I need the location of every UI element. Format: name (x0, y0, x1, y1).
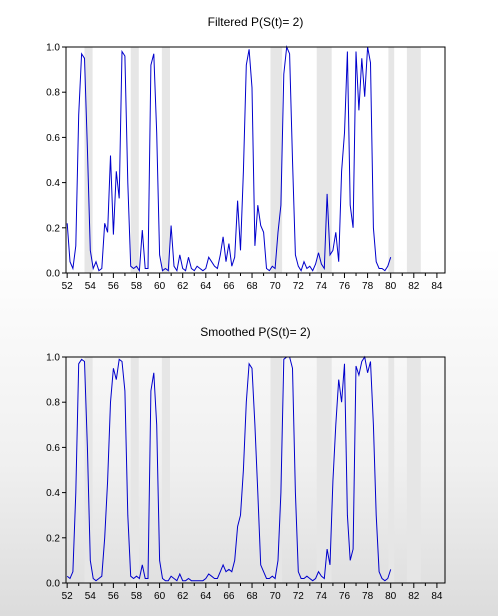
x-tick-label: 70 (270, 281, 282, 292)
shaded-period (388, 47, 395, 273)
x-tick-label: 66 (223, 281, 235, 292)
x-tick-label: 56 (108, 281, 120, 292)
plot-frame (65, 356, 446, 584)
x-tick-label: 70 (270, 591, 282, 602)
x-tick-label: 72 (293, 281, 305, 292)
shaded-period (270, 47, 283, 273)
x-tick-label: 56 (108, 591, 120, 602)
y-tick-label: 0.2 (46, 533, 60, 544)
x-tick-label: 62 (177, 281, 189, 292)
x-tick-label: 76 (339, 591, 351, 602)
shaded-period (130, 47, 139, 273)
x-tick-label: 76 (339, 281, 351, 292)
shaded-period (84, 357, 93, 583)
x-tick-label: 80 (385, 591, 397, 602)
y-tick-label: 0.6 (46, 133, 60, 144)
x-tick-label: 60 (154, 281, 166, 292)
shaded-period (130, 357, 139, 583)
y-tick-label: 0.2 (46, 223, 60, 234)
y-tick-label: 1.0 (46, 43, 60, 54)
x-tick-label: 52 (62, 591, 74, 602)
chart-title: Filtered P(S(t)= 2) (208, 15, 304, 29)
shaded-period (84, 47, 93, 273)
y-tick-label: 0.6 (46, 443, 60, 454)
x-tick-label: 52 (62, 281, 74, 292)
x-tick-label: 84 (431, 281, 443, 292)
smoothed-probability-chart: Smoothed P(S(t)= 2) 0.0 0.2 0.4 0.6 0.8 1.0 52 5… (46, 325, 446, 602)
x-tick-label: 82 (408, 281, 420, 292)
x-tick-label: 74 (316, 281, 328, 292)
shaded-period (388, 357, 395, 583)
series-line (66, 355, 392, 582)
x-tick-label: 64 (200, 281, 212, 292)
x-tick-label: 84 (431, 591, 443, 602)
x-tick-label: 54 (85, 281, 97, 292)
x-tick-label: 58 (131, 281, 143, 292)
x-tick-label: 54 (85, 591, 97, 602)
plot-frame (65, 46, 446, 274)
shaded-period (316, 357, 332, 583)
x-tick-label: 68 (246, 591, 258, 602)
x-tick-label: 80 (385, 281, 397, 292)
y-tick-label: 1.0 (46, 353, 60, 364)
shaded-period (270, 357, 283, 583)
y-tick-label: 0.8 (46, 88, 60, 99)
y-tick-label: 0.8 (46, 398, 60, 409)
filtered-probability-chart: Filtered P(S(t)= 2) 0.0 0.2 0.4 0.6 0.8 1.0 52 5… (46, 15, 446, 292)
chart-title: Smoothed P(S(t)= 2) (200, 325, 310, 339)
x-tick-label: 78 (362, 281, 374, 292)
x-tick-label: 58 (131, 591, 143, 602)
shaded-period (406, 47, 421, 273)
shaded-period (406, 357, 421, 583)
shaded-period (161, 47, 170, 273)
y-tick-label: 0.4 (46, 178, 60, 189)
x-tick-label: 64 (200, 591, 212, 602)
shaded-period (161, 357, 170, 583)
series-line (66, 45, 392, 273)
x-tick-label: 66 (223, 591, 235, 602)
y-tick-label: 0.0 (46, 579, 60, 590)
x-tick-label: 60 (154, 591, 166, 602)
x-tick-label: 82 (408, 591, 420, 602)
x-tick-label: 68 (246, 281, 258, 292)
y-tick-label: 0.4 (46, 488, 60, 499)
y-tick-label: 0.0 (46, 269, 60, 280)
x-tick-label: 78 (362, 591, 374, 602)
x-tick-label: 72 (293, 591, 305, 602)
x-tick-label: 74 (316, 591, 328, 602)
x-tick-label: 62 (177, 591, 189, 602)
